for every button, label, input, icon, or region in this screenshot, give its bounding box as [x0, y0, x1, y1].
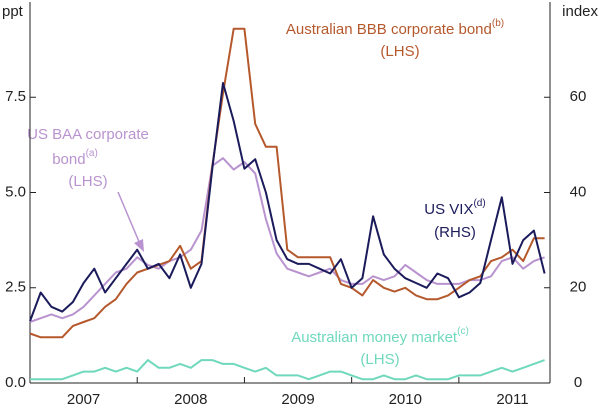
annotation-vix: US VIX(d) (RHS) [424, 198, 485, 241]
annotation: US VIX(d) [424, 198, 485, 218]
y-tick-label: 2.5 [5, 279, 26, 296]
annotation-text: US VIX [424, 201, 473, 218]
y-tick-label: 7.5 [5, 88, 26, 105]
annotation-note: (LHS) [360, 351, 399, 368]
annotation-text: bond [52, 151, 85, 168]
series-line [30, 359, 545, 381]
series-line [29, 27, 545, 339]
x-tick-label: 2009 [281, 391, 314, 408]
x-tick-label: 2010 [389, 391, 422, 408]
annotation-arrow-line [117, 191, 141, 245]
annotation-text: Australian money market [291, 329, 458, 346]
annotation-sup: (c) [457, 326, 469, 337]
annotation-sup: (b) [492, 18, 504, 29]
y-axis-label: ppt [2, 3, 24, 20]
annotation-note: (RHS) [434, 224, 476, 241]
annotation-bbb: Australian BBB corporate bond(b) (LHS) [286, 18, 504, 60]
series-line [29, 82, 546, 322]
y2-tick-label: 60 [570, 88, 587, 105]
annotation-note: (LHS) [380, 43, 419, 60]
annotation-note: (LHS) [68, 173, 107, 190]
annotation-money: Australian money market(c) (LHS) [291, 326, 469, 368]
x-tick-label: 2007 [67, 391, 100, 408]
y2-axis-label: index [562, 3, 598, 20]
annotation: bond(a) [52, 148, 98, 168]
y2-tick-label: 20 [570, 279, 587, 296]
annotation-sup: (a) [86, 148, 98, 159]
annotation: Australian BBB corporate bond(b) [286, 18, 504, 38]
annotation-text: US BAA corporate [27, 126, 149, 143]
annotation-sup: (d) [473, 198, 485, 209]
series-line [29, 157, 545, 323]
y-tick-label: 0.0 [5, 374, 26, 391]
y-tick-label: 5.0 [5, 183, 26, 200]
x-tick-label: 2011 [496, 391, 528, 408]
y2-tick-label: 40 [570, 183, 587, 200]
annotation-baa: US BAA corporate bond(a) (LHS) [27, 126, 149, 252]
annotation-arrow-head [134, 239, 144, 252]
annotation-text: Australian BBB corporate bond [286, 21, 492, 38]
annotation: Australian money market(c) [291, 326, 469, 346]
y2-tick-label: 0 [574, 374, 582, 391]
x-tick-label: 2008 [174, 391, 207, 408]
